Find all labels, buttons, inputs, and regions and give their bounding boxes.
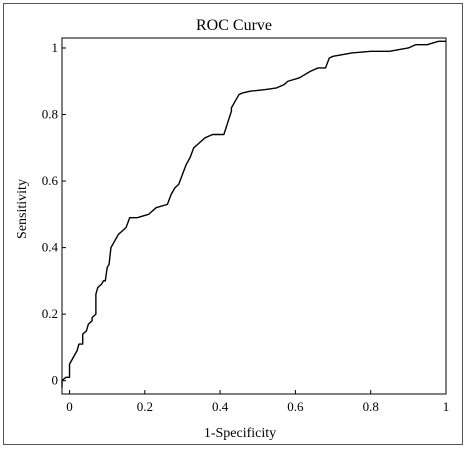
- y-tick-label: 0.8: [42, 107, 58, 122]
- x-tick-label: 0.2: [137, 399, 153, 414]
- y-axis-label: Sensitivity: [15, 179, 30, 239]
- x-tick-label: 0: [66, 399, 73, 414]
- x-tick-label: 0.4: [212, 399, 229, 414]
- x-tick-label: 0.8: [363, 399, 379, 414]
- y-tick-label: 0.6: [42, 173, 59, 188]
- x-axis-label: 1-Specificity: [204, 426, 276, 441]
- y-tick-label: 0.4: [42, 240, 59, 255]
- chart-title: ROC Curve: [196, 17, 272, 34]
- x-tick-label: 1: [443, 399, 450, 414]
- plot-area: [61, 37, 447, 395]
- y-tick-label: 0: [52, 373, 59, 388]
- roc-curve-line: [61, 40, 446, 388]
- y-tick-label: 0.2: [42, 306, 58, 321]
- y-tick-label: 1: [52, 40, 59, 55]
- x-tick-label: 0.6: [287, 399, 304, 414]
- x-axis-ticks: 0 0.2 0.4 0.6 0.8 1: [66, 390, 449, 414]
- y-axis-ticks: 0 0.2 0.4 0.6 0.8 1: [42, 40, 66, 388]
- chart-frame: [3, 3, 463, 445]
